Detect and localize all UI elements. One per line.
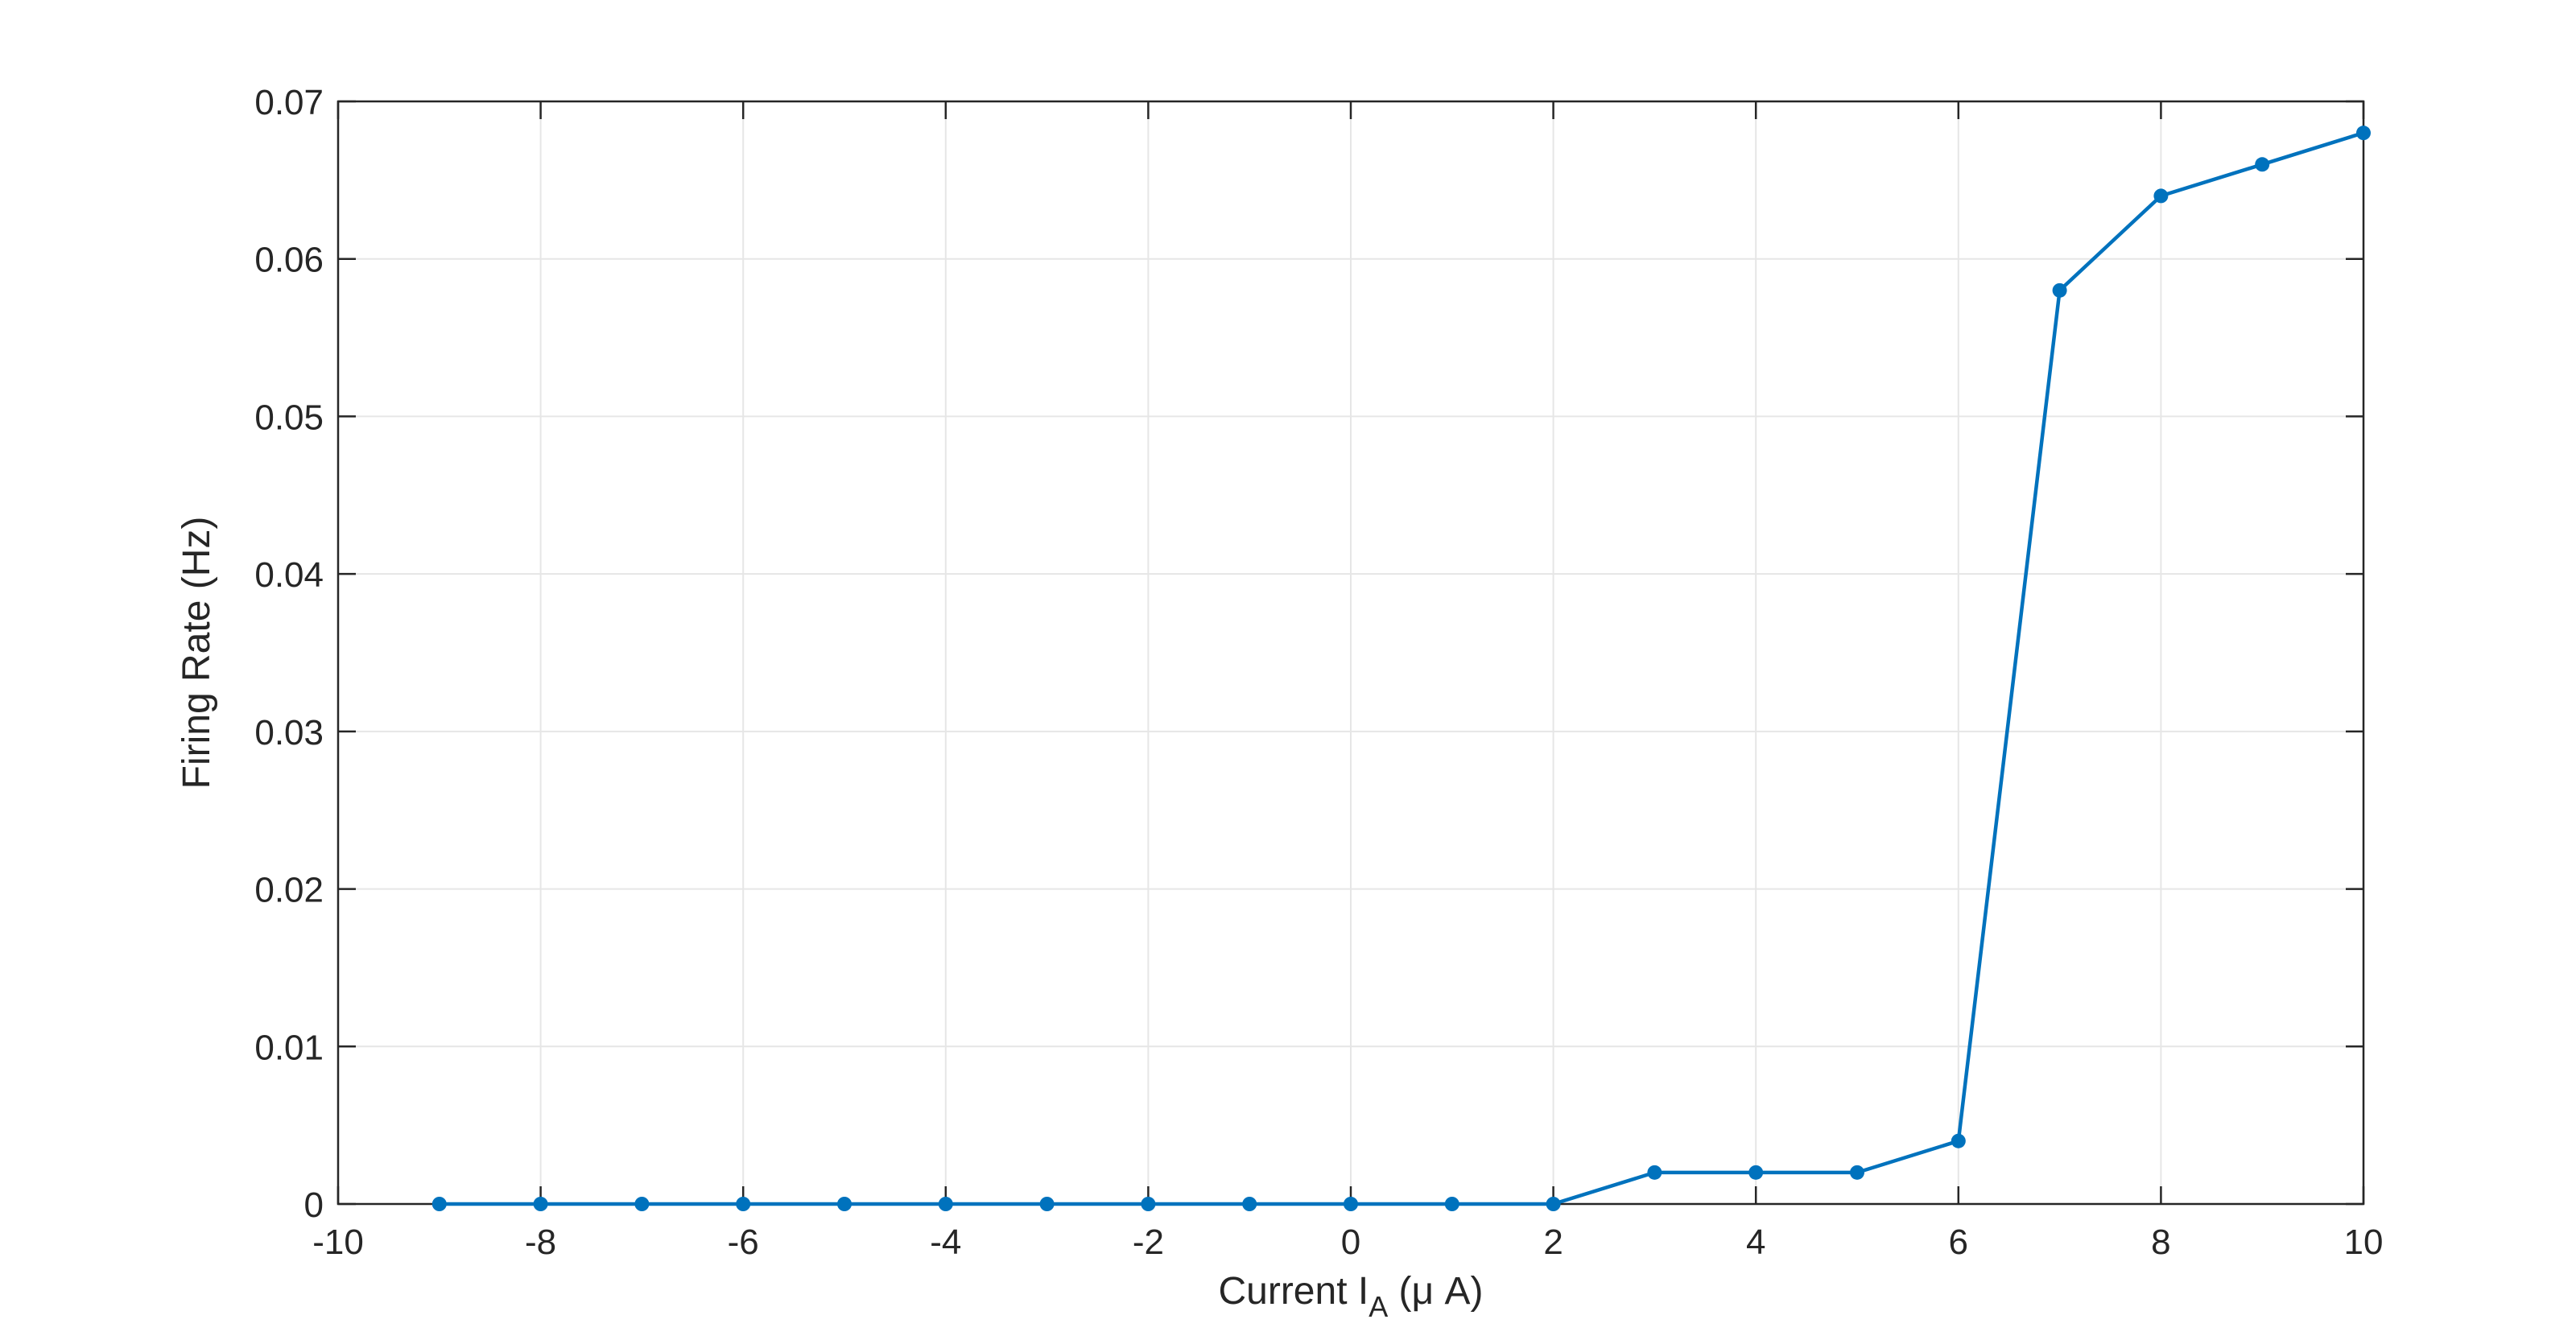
- x-axis-label-subscript: A: [1368, 1290, 1388, 1323]
- grid: [338, 101, 2363, 1204]
- y-tick-label: 0.06: [254, 241, 324, 280]
- y-tick-label: 0: [304, 1185, 324, 1225]
- x-tick-label: -2: [1133, 1222, 1164, 1262]
- y-tick-label: 0.04: [254, 555, 324, 595]
- y-tick-label: 0.07: [254, 83, 324, 122]
- y-tick-label: 0.05: [254, 398, 324, 437]
- data-point: [1242, 1197, 1257, 1211]
- x-axis-label-prefix: Current I: [1218, 1270, 1368, 1313]
- data-point: [2153, 188, 2169, 204]
- x-axis-label: Current IA (μ A): [1218, 1270, 1483, 1323]
- data-point: [1039, 1197, 1055, 1211]
- data-point: [2052, 282, 2067, 298]
- data-point: [1444, 1197, 1459, 1211]
- data-point: [1344, 1197, 1358, 1211]
- data-point: [1546, 1197, 1561, 1211]
- y-tick-labels: 0 0.01 0.02 0.03 0.04 0.05 0.06 0.07: [254, 83, 324, 1225]
- x-tick-label: 8: [2151, 1222, 2170, 1262]
- x-tick-label: -4: [930, 1222, 961, 1262]
- data-point: [1748, 1165, 1764, 1180]
- x-tick-label: -8: [525, 1222, 556, 1262]
- x-tick-label: 0: [1341, 1222, 1360, 1262]
- x-tick-label: 2: [1543, 1222, 1563, 1262]
- data-point: [1647, 1165, 1662, 1180]
- x-tick-label: 10: [2344, 1222, 2384, 1262]
- data-point: [431, 1197, 447, 1211]
- x-tick-label: 6: [1949, 1222, 1968, 1262]
- data-point: [634, 1197, 650, 1211]
- x-axis-label-suffix: (μ A): [1388, 1270, 1483, 1313]
- series-line: [439, 130, 2364, 1206]
- data-point: [2356, 126, 2371, 141]
- data-point: [736, 1197, 751, 1211]
- x-tick-labels: -10 -8 -6 -4 -2 0 2 4 6 8 10: [312, 1222, 2383, 1262]
- data-point: [533, 1197, 548, 1211]
- data-point: [1850, 1165, 1864, 1180]
- y-axis-label: Firing Rate (Hz): [175, 517, 218, 790]
- x-tick-label: 4: [1746, 1222, 1765, 1262]
- y-tick-label: 0.03: [254, 713, 324, 752]
- y-tick-label: 0.01: [254, 1028, 324, 1067]
- x-tick-label: -10: [312, 1222, 364, 1262]
- y-tick-label: 0.02: [254, 871, 324, 910]
- data-point: [2255, 157, 2270, 172]
- x-tick-label: -6: [728, 1222, 759, 1262]
- series-layer: [431, 126, 2371, 1211]
- data-point: [1951, 1133, 1966, 1148]
- data-point: [1141, 1197, 1156, 1211]
- data-point: [938, 1197, 953, 1211]
- data-point: [837, 1197, 852, 1211]
